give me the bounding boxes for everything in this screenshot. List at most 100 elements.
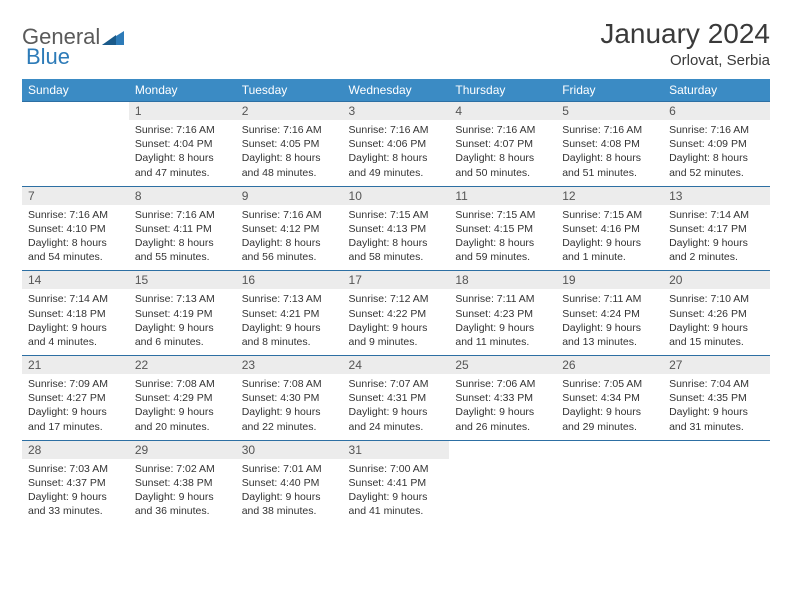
sunset-line: Sunset: 4:22 PM bbox=[349, 307, 444, 321]
calendar-table: SundayMondayTuesdayWednesdayThursdayFrid… bbox=[22, 79, 770, 524]
sunrise-line: Sunrise: 7:15 AM bbox=[562, 208, 657, 222]
logo-text-blue: Blue bbox=[26, 44, 70, 69]
day-number-cell: 28 bbox=[22, 440, 129, 459]
sunrise-line: Sunrise: 7:05 AM bbox=[562, 377, 657, 391]
title-block: January 2024 Orlovat, Serbia bbox=[600, 18, 770, 69]
sunrise-line: Sunrise: 7:16 AM bbox=[135, 123, 230, 137]
day-number-cell: 10 bbox=[343, 186, 450, 205]
day-content-cell: Sunrise: 7:15 AMSunset: 4:13 PMDaylight:… bbox=[343, 205, 450, 271]
day-content-cell: Sunrise: 7:04 AMSunset: 4:35 PMDaylight:… bbox=[663, 374, 770, 440]
sunrise-line: Sunrise: 7:00 AM bbox=[349, 462, 444, 476]
day-number-cell: 21 bbox=[22, 356, 129, 375]
daylight-line: Daylight: 9 hours and 9 minutes. bbox=[349, 321, 444, 349]
day-number-cell: 13 bbox=[663, 186, 770, 205]
day-number-cell: 7 bbox=[22, 186, 129, 205]
sunset-line: Sunset: 4:31 PM bbox=[349, 391, 444, 405]
sunset-line: Sunset: 4:13 PM bbox=[349, 222, 444, 236]
location: Orlovat, Serbia bbox=[600, 52, 770, 69]
sunrise-line: Sunrise: 7:13 AM bbox=[135, 292, 230, 306]
weekday-header: Wednesday bbox=[343, 79, 450, 102]
day-number-cell: 8 bbox=[129, 186, 236, 205]
sunrise-line: Sunrise: 7:15 AM bbox=[455, 208, 550, 222]
day-number-row: 78910111213 bbox=[22, 186, 770, 205]
sunset-line: Sunset: 4:23 PM bbox=[455, 307, 550, 321]
day-number-cell: 14 bbox=[22, 271, 129, 290]
daylight-line: Daylight: 8 hours and 49 minutes. bbox=[349, 151, 444, 179]
sunset-line: Sunset: 4:37 PM bbox=[28, 476, 123, 490]
day-number-cell: 31 bbox=[343, 440, 450, 459]
day-content-cell: Sunrise: 7:08 AMSunset: 4:29 PMDaylight:… bbox=[129, 374, 236, 440]
sunset-line: Sunset: 4:26 PM bbox=[669, 307, 764, 321]
sunrise-line: Sunrise: 7:04 AM bbox=[669, 377, 764, 391]
day-number-row: 28293031 bbox=[22, 440, 770, 459]
sunset-line: Sunset: 4:24 PM bbox=[562, 307, 657, 321]
day-number-cell: 15 bbox=[129, 271, 236, 290]
weekday-header: Thursday bbox=[449, 79, 556, 102]
day-number-row: 14151617181920 bbox=[22, 271, 770, 290]
day-number-cell: 4 bbox=[449, 102, 556, 121]
day-content-cell: Sunrise: 7:14 AMSunset: 4:17 PMDaylight:… bbox=[663, 205, 770, 271]
weekday-header: Saturday bbox=[663, 79, 770, 102]
sunrise-line: Sunrise: 7:09 AM bbox=[28, 377, 123, 391]
day-content-cell bbox=[663, 459, 770, 525]
header: General January 2024 Orlovat, Serbia bbox=[22, 18, 770, 69]
sunset-line: Sunset: 4:38 PM bbox=[135, 476, 230, 490]
day-content-cell bbox=[22, 120, 129, 186]
daylight-line: Daylight: 9 hours and 4 minutes. bbox=[28, 321, 123, 349]
day-content-cell: Sunrise: 7:16 AMSunset: 4:11 PMDaylight:… bbox=[129, 205, 236, 271]
daylight-line: Daylight: 9 hours and 26 minutes. bbox=[455, 405, 550, 433]
day-content-cell: Sunrise: 7:11 AMSunset: 4:24 PMDaylight:… bbox=[556, 289, 663, 355]
sunrise-line: Sunrise: 7:16 AM bbox=[135, 208, 230, 222]
sunset-line: Sunset: 4:30 PM bbox=[242, 391, 337, 405]
sunrise-line: Sunrise: 7:07 AM bbox=[349, 377, 444, 391]
daylight-line: Daylight: 9 hours and 20 minutes. bbox=[135, 405, 230, 433]
day-content-cell bbox=[556, 459, 663, 525]
day-number-cell: 20 bbox=[663, 271, 770, 290]
sunrise-line: Sunrise: 7:11 AM bbox=[455, 292, 550, 306]
sunrise-line: Sunrise: 7:13 AM bbox=[242, 292, 337, 306]
sunset-line: Sunset: 4:04 PM bbox=[135, 137, 230, 151]
day-number-row: 21222324252627 bbox=[22, 356, 770, 375]
day-content-cell: Sunrise: 7:00 AMSunset: 4:41 PMDaylight:… bbox=[343, 459, 450, 525]
sunset-line: Sunset: 4:41 PM bbox=[349, 476, 444, 490]
day-number-cell: 18 bbox=[449, 271, 556, 290]
sunset-line: Sunset: 4:21 PM bbox=[242, 307, 337, 321]
daylight-line: Daylight: 9 hours and 1 minute. bbox=[562, 236, 657, 264]
sunset-line: Sunset: 4:15 PM bbox=[455, 222, 550, 236]
day-number-cell: 5 bbox=[556, 102, 663, 121]
daylight-line: Daylight: 9 hours and 29 minutes. bbox=[562, 405, 657, 433]
sunset-line: Sunset: 4:07 PM bbox=[455, 137, 550, 151]
day-content-cell: Sunrise: 7:16 AMSunset: 4:09 PMDaylight:… bbox=[663, 120, 770, 186]
daylight-line: Daylight: 9 hours and 13 minutes. bbox=[562, 321, 657, 349]
daylight-line: Daylight: 9 hours and 11 minutes. bbox=[455, 321, 550, 349]
weekday-header: Sunday bbox=[22, 79, 129, 102]
sunset-line: Sunset: 4:11 PM bbox=[135, 222, 230, 236]
sunrise-line: Sunrise: 7:16 AM bbox=[455, 123, 550, 137]
sunset-line: Sunset: 4:35 PM bbox=[669, 391, 764, 405]
sunrise-line: Sunrise: 7:16 AM bbox=[349, 123, 444, 137]
day-content-cell: Sunrise: 7:15 AMSunset: 4:16 PMDaylight:… bbox=[556, 205, 663, 271]
daylight-line: Daylight: 8 hours and 47 minutes. bbox=[135, 151, 230, 179]
sunrise-line: Sunrise: 7:16 AM bbox=[562, 123, 657, 137]
sunset-line: Sunset: 4:09 PM bbox=[669, 137, 764, 151]
logo-triangle-icon bbox=[102, 29, 124, 45]
daylight-line: Daylight: 9 hours and 38 minutes. bbox=[242, 490, 337, 518]
day-content-cell: Sunrise: 7:03 AMSunset: 4:37 PMDaylight:… bbox=[22, 459, 129, 525]
daylight-line: Daylight: 9 hours and 17 minutes. bbox=[28, 405, 123, 433]
day-number-cell bbox=[22, 102, 129, 121]
day-number-cell: 12 bbox=[556, 186, 663, 205]
day-content-cell: Sunrise: 7:16 AMSunset: 4:12 PMDaylight:… bbox=[236, 205, 343, 271]
weekday-header: Friday bbox=[556, 79, 663, 102]
sunrise-line: Sunrise: 7:15 AM bbox=[349, 208, 444, 222]
day-content-row: Sunrise: 7:09 AMSunset: 4:27 PMDaylight:… bbox=[22, 374, 770, 440]
day-number-cell: 16 bbox=[236, 271, 343, 290]
daylight-line: Daylight: 9 hours and 6 minutes. bbox=[135, 321, 230, 349]
weekday-header-row: SundayMondayTuesdayWednesdayThursdayFrid… bbox=[22, 79, 770, 102]
day-content-cell: Sunrise: 7:16 AMSunset: 4:08 PMDaylight:… bbox=[556, 120, 663, 186]
sunrise-line: Sunrise: 7:16 AM bbox=[242, 208, 337, 222]
daylight-line: Daylight: 9 hours and 36 minutes. bbox=[135, 490, 230, 518]
day-content-cell: Sunrise: 7:02 AMSunset: 4:38 PMDaylight:… bbox=[129, 459, 236, 525]
day-number-row: 123456 bbox=[22, 102, 770, 121]
sunrise-line: Sunrise: 7:16 AM bbox=[242, 123, 337, 137]
sunrise-line: Sunrise: 7:16 AM bbox=[28, 208, 123, 222]
